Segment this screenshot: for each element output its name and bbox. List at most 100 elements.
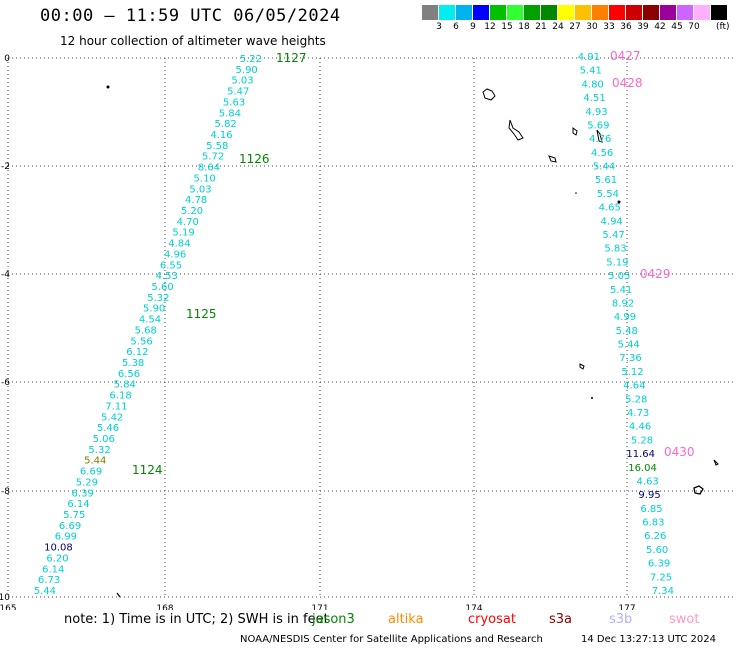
colorbar-label: 21 [535,22,547,32]
colorbar-swatch [660,5,676,20]
island [572,127,578,136]
colorbar-swatch [490,5,506,20]
pass-time-label: 1127 [276,51,307,65]
wave-height-label: 5.82 [215,119,237,130]
island [713,459,719,466]
wave-height-label: 7.34 [652,586,674,597]
colorbar-label: 39 [637,22,649,32]
pass-time-label: 0430 [664,445,695,459]
island [508,119,524,141]
colorbar-swatch [643,5,659,20]
wave-height-label: 6.69 [59,521,81,532]
colorbar-label: 30 [586,22,598,32]
wave-height-label: 5.72 [202,152,224,163]
wave-height-label: 5.75 [63,510,85,521]
colorbar-label: 70 [688,22,700,32]
wave-height-label: 5.10 [194,173,216,184]
wave-height-label: 16.04 [628,463,657,474]
wave-height-label: 5.41 [580,66,602,77]
wave-height-label: 5.84 [219,108,241,119]
wave-height-label: 4.70 [177,217,199,228]
island [482,88,496,101]
wave-height-label: 5.61 [595,175,617,186]
wave-height-label: 5.46 [97,423,119,434]
wave-height-label: 4.16 [210,130,232,141]
wave-height-label: 4.96 [164,249,186,260]
pass-time-label: 1126 [239,152,270,166]
wave-height-label: 4.93 [585,107,607,118]
wave-height-label: 5.05 [608,271,630,282]
wave-height-label: 8.92 [612,299,634,310]
wave-height-label: 4.63 [637,477,659,488]
wave-height-label: 5.19 [172,228,194,239]
colorbar-label: 3 [436,22,442,32]
pass-time-label: 0429 [640,267,671,281]
island [596,129,603,143]
wave-height-label: 5.44 [34,586,56,597]
footer-note: note: 1) Time is in UTC; 2) SWH is in fe… [64,612,329,627]
wave-height-label: 4.64 [623,381,645,392]
colorbar-swatch [609,5,625,20]
pass-time-label: 0428 [612,76,643,90]
wave-height-label: 6.55 [160,260,182,271]
wave-height-label: 5.44 [593,162,615,173]
colorbar-label: 18 [518,22,530,32]
altimeter-tracks: 5.225.905.035.475.635.845.824.165.585.72… [34,52,674,597]
wave-height-label: 5.84 [114,380,136,391]
wave-height-label: 9.95 [638,490,660,501]
wave-height-label: 4.84 [168,239,190,250]
wave-height-label: 5.60 [646,545,668,556]
island [617,200,621,204]
island [591,397,593,399]
wave-height-label: 5.90 [236,65,258,76]
wave-height-label: 4.53 [156,271,178,282]
pass-time-labels: 1127 1126 1125 1124 0427 0428 0429 0430 [132,49,695,477]
wave-height-label: 5.56 [130,336,152,347]
map-title: 00:00 – 11:59 UTC 06/05/2024 [40,6,341,26]
wave-height-label: 6.73 [38,575,60,586]
wave-height-label: 4.65 [599,203,621,214]
wave-height-label: 5.48 [616,326,638,337]
colorbar-label: 27 [569,22,581,32]
wave-height-label: 6.14 [42,564,64,575]
lat-tick-label: -6 [1,378,10,388]
colorbar-label: 9 [470,22,476,32]
wave-height-label: 5.47 [227,87,249,98]
colorbar-swatch [626,5,642,20]
pass-time-label: 1125 [186,307,217,321]
colorbar-swatch [711,5,727,20]
island [579,363,585,370]
wave-height-label: 5.44 [618,340,640,351]
colorbar-swatch [439,5,455,20]
wave-height-label: 6.69 [80,467,102,478]
colorbar-label: 12 [484,22,496,32]
wave-height-label: 10.08 [44,543,73,554]
islands [106,85,719,598]
wave-height-label: 5.60 [151,282,173,293]
colorbar-swatch [507,5,523,20]
wave-height-label: 5.32 [147,293,169,304]
colorbar-swatch [541,5,557,20]
colorbar-swatch [422,5,438,20]
colorbar-swatch [456,5,472,20]
lat-tick-label: -10 [0,593,10,603]
wave-height-label: 4.51 [583,93,605,104]
colorbar-swatch [558,5,574,20]
wave-height-label: 4.94 [601,216,623,227]
satellite-legend-item: jason3 [312,612,355,627]
wave-height-label: 6.18 [109,391,131,402]
colorbar-swatch [524,5,540,20]
wave-height-label: 5.22 [240,54,262,65]
wave-height-label: 5.38 [122,358,144,369]
wave-height-label: 5.47 [602,230,624,241]
credit-line: NOAA/NESDIS Center for Satellite Applica… [240,634,543,645]
pass-time-label: 1124 [132,463,163,477]
wave-height-label: 6.56 [118,369,140,380]
lat-tick-label: -8 [1,487,10,497]
colorbar-swatch [575,5,591,20]
pass-time-label: 0427 [610,49,641,63]
colorbar-swatch [592,5,608,20]
wave-height-label: 4.76 [589,134,611,145]
colorbar-label: 45 [671,22,683,32]
